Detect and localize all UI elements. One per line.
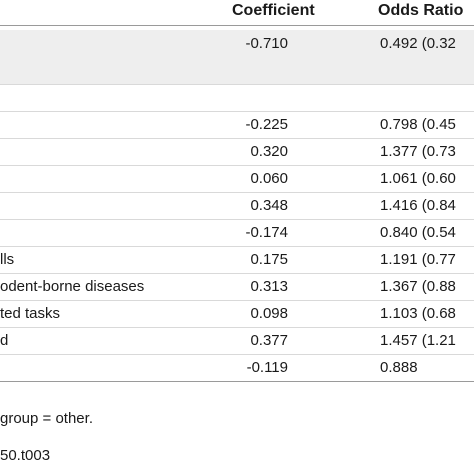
column-header-coefficient: Coefficient [232,2,315,19]
header-rule [0,25,474,26]
coefficient-cell: -0.225 [245,116,288,133]
table-row [0,57,474,85]
row-label: d [0,332,9,349]
table-row: 0.348 1.416 (0.84 [0,192,474,220]
row-label: lls [0,251,15,268]
table-row: d 0.377 1.457 (1.21 [0,327,474,355]
coefficient-cell: -0.710 [245,35,288,52]
row-label: odent-borne diseases [0,278,145,295]
row-label: ted tasks [0,305,61,322]
table-bottom-rule [0,381,474,382]
odds-ratio-cell: 0.492 (0.32 [380,35,456,52]
odds-ratio-cell: 1.377 (0.73 [380,143,456,160]
coefficient-cell: 0.320 [250,143,288,160]
coefficient-cell: 0.175 [250,251,288,268]
odds-ratio-cell: 0.840 (0.54 [380,224,456,241]
table-row: -0.710 0.492 (0.32 [0,30,474,58]
coefficient-cell: 0.313 [250,278,288,295]
table-row: -0.119 0.888 [0,354,474,381]
odds-ratio-cell: 1.416 (0.84 [380,197,456,214]
odds-ratio-cell: 0.798 (0.45 [380,116,456,133]
table-row: -0.225 0.798 (0.45 [0,111,474,139]
table-row [0,84,474,112]
table-row: odent-borne diseases 0.313 1.367 (0.88 [0,273,474,301]
table-row: -0.174 0.840 (0.54 [0,219,474,247]
coefficient-cell: -0.174 [245,224,288,241]
odds-ratio-cell: 1.103 (0.68 [380,305,456,322]
odds-ratio-cell: 1.367 (0.88 [380,278,456,295]
odds-ratio-cell: 1.191 (0.77 [380,251,456,268]
coefficient-cell: 0.098 [250,305,288,322]
column-header-odds-ratio: Odds Ratio [378,2,464,19]
coefficient-cell: 0.348 [250,197,288,214]
odds-ratio-cell: 1.457 (1.21 [380,332,456,349]
odds-ratio-cell: 1.061 (0.60 [380,170,456,187]
odds-ratio-cell: 0.888 [380,359,418,376]
coefficient-cell: 0.377 [250,332,288,349]
coefficient-cell: -0.119 [246,359,288,376]
table-row: 0.320 1.377 (0.73 [0,138,474,166]
table-row: ted tasks 0.098 1.103 (0.68 [0,300,474,328]
table-footnote: group = other. [0,410,93,427]
table-row: 0.060 1.061 (0.60 [0,165,474,193]
table-doi: 50.t003 [0,447,51,464]
coefficient-cell: 0.060 [250,170,288,187]
table-header: Coefficient Odds Ratio [0,0,474,26]
table-row: lls 0.175 1.191 (0.77 [0,246,474,274]
